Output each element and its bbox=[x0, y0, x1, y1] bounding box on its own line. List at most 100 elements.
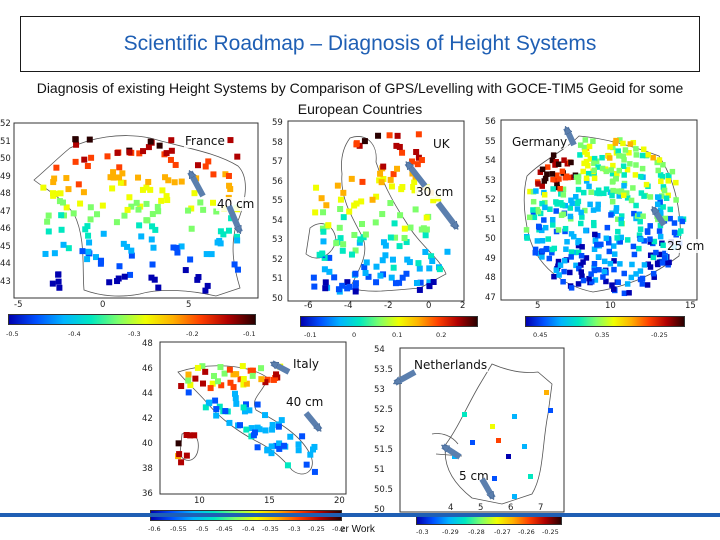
data-point bbox=[560, 186, 567, 193]
data-point bbox=[337, 235, 344, 242]
data-point bbox=[379, 257, 386, 264]
data-point bbox=[268, 450, 275, 457]
data-point bbox=[167, 156, 174, 163]
data-point bbox=[617, 137, 623, 143]
data-point bbox=[320, 209, 327, 216]
data-point bbox=[579, 214, 585, 220]
data-point bbox=[147, 138, 154, 145]
data-point bbox=[217, 240, 224, 247]
france-x-tick: 0 bbox=[100, 300, 106, 310]
data-point bbox=[522, 444, 527, 449]
data-point bbox=[616, 153, 622, 159]
france-colorbar-tick: -0.1 bbox=[243, 330, 256, 338]
data-point bbox=[591, 246, 598, 253]
data-point bbox=[587, 156, 594, 162]
data-point bbox=[656, 157, 663, 163]
data-point bbox=[344, 279, 351, 286]
data-point bbox=[554, 184, 560, 191]
uk-colorbar-tick: 0.1 bbox=[392, 331, 403, 339]
uk-x-tick: -6 bbox=[304, 301, 313, 311]
data-point bbox=[563, 173, 570, 179]
data-point bbox=[53, 164, 60, 171]
data-point bbox=[340, 214, 347, 221]
data-point bbox=[524, 235, 530, 241]
data-point bbox=[537, 169, 544, 175]
data-point bbox=[560, 278, 566, 285]
data-point bbox=[79, 248, 86, 255]
data-point bbox=[556, 272, 562, 278]
data-point bbox=[618, 234, 624, 241]
data-point bbox=[655, 194, 661, 200]
data-point bbox=[523, 227, 530, 233]
data-point bbox=[348, 251, 355, 258]
data-point bbox=[573, 174, 580, 180]
data-point bbox=[416, 286, 423, 293]
data-point bbox=[212, 397, 219, 404]
data-point bbox=[209, 380, 216, 387]
data-point bbox=[411, 187, 418, 194]
data-point bbox=[545, 236, 552, 242]
data-point bbox=[278, 417, 285, 424]
data-point bbox=[287, 433, 294, 440]
data-point bbox=[555, 258, 562, 265]
data-point bbox=[568, 285, 575, 291]
data-point bbox=[452, 454, 457, 459]
data-point bbox=[313, 184, 320, 191]
data-point bbox=[351, 231, 358, 238]
data-point bbox=[375, 132, 382, 139]
data-point bbox=[226, 419, 233, 426]
france-colorbar bbox=[8, 314, 256, 325]
data-point bbox=[608, 167, 614, 173]
data-point bbox=[610, 243, 617, 249]
data-point bbox=[654, 201, 661, 208]
data-point bbox=[550, 186, 556, 192]
data-point bbox=[150, 244, 157, 251]
data-point bbox=[561, 157, 567, 163]
data-point bbox=[571, 233, 577, 240]
france-country-label: France bbox=[184, 134, 226, 148]
uk-colorbar bbox=[300, 316, 478, 327]
data-point bbox=[57, 190, 64, 197]
slide-title: Scientific Roadmap – Diagnosis of Height… bbox=[123, 32, 597, 55]
data-point bbox=[333, 240, 340, 247]
data-point bbox=[120, 240, 127, 247]
data-point bbox=[149, 211, 156, 218]
data-point bbox=[612, 140, 619, 146]
data-point bbox=[269, 426, 276, 433]
data-point bbox=[303, 461, 310, 468]
data-point bbox=[640, 146, 647, 153]
data-point bbox=[149, 223, 156, 230]
data-point bbox=[580, 277, 587, 284]
data-point bbox=[548, 408, 553, 413]
data-point bbox=[633, 152, 640, 158]
data-point bbox=[320, 228, 327, 235]
data-point bbox=[387, 176, 394, 183]
data-point bbox=[630, 139, 637, 146]
data-point bbox=[139, 186, 146, 193]
data-point bbox=[542, 224, 549, 231]
data-point bbox=[42, 250, 49, 257]
data-point bbox=[387, 200, 394, 207]
data-point bbox=[295, 441, 302, 448]
data-point bbox=[552, 162, 558, 168]
data-point bbox=[512, 414, 517, 419]
data-point bbox=[82, 226, 89, 233]
uk-colorbar-tick: -0.1 bbox=[304, 331, 317, 339]
data-point bbox=[194, 276, 201, 283]
netherlands-x-tick: 7 bbox=[538, 503, 544, 513]
data-point bbox=[126, 194, 133, 201]
data-point bbox=[422, 248, 429, 255]
data-point bbox=[541, 178, 548, 184]
data-point bbox=[586, 143, 593, 150]
france-colorbar-tick: -0.2 bbox=[186, 330, 199, 338]
data-point bbox=[426, 283, 433, 290]
data-point bbox=[128, 252, 135, 259]
data-point bbox=[582, 207, 588, 214]
data-point bbox=[340, 241, 347, 248]
data-point bbox=[656, 251, 663, 258]
data-point bbox=[596, 190, 603, 197]
data-point bbox=[60, 241, 67, 248]
data-point bbox=[135, 174, 142, 181]
data-point bbox=[569, 200, 575, 207]
map-uk: 59 58 57 56 55 54 53 52 51 50 -6 -4 -2 0 2 -0.1 0… bbox=[270, 118, 485, 343]
